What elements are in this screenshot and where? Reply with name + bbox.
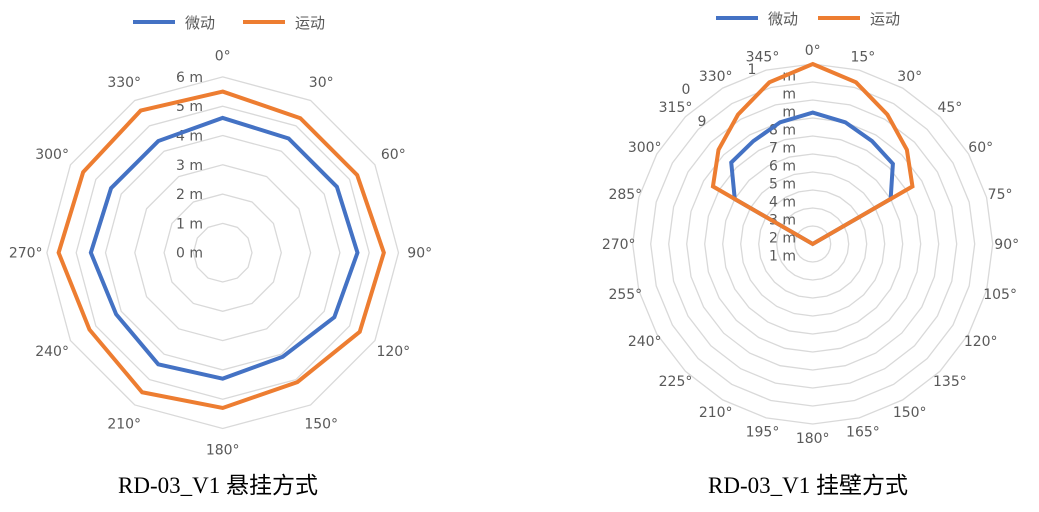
angle-label: 210° [699, 405, 733, 421]
legend-label: 运动 [870, 10, 900, 28]
angle-label: 15° [850, 50, 875, 66]
ring-label: 3 m [176, 158, 203, 174]
ring-label-fragment: 0 [682, 82, 691, 98]
ring-label: 1 m [769, 249, 796, 265]
angle-label: 90° [994, 237, 1019, 253]
legend-label: 运动 [295, 14, 325, 32]
angle-label: 0° [805, 43, 821, 59]
grid-ring [75, 105, 370, 400]
angle-label: 270° [602, 237, 636, 253]
ring-label: 2 m [769, 231, 796, 247]
angle-label: 30° [309, 75, 334, 91]
angle-label: 60° [381, 147, 406, 163]
angle-label: 210° [107, 416, 141, 432]
angle-label: 165° [846, 424, 880, 440]
series-line-motion [56, 89, 386, 411]
ring-label: 4 m [769, 195, 796, 211]
angle-label: 0° [215, 49, 231, 65]
angle-label: 135° [933, 374, 967, 390]
grid-ring [192, 222, 253, 283]
angle-label: 240° [628, 334, 662, 350]
ring-label: 5 m [176, 99, 203, 115]
caption-wall-mount: RD-03_V1 挂壁方式 [708, 473, 908, 498]
angle-label: 150° [304, 416, 338, 432]
ring-label-fragment: 1 [748, 62, 757, 78]
angle-label: 270° [9, 246, 43, 262]
angle-label: 315° [659, 100, 693, 116]
angle-label: 225° [659, 374, 693, 390]
ring-label: 7 m [769, 141, 796, 157]
angle-label: 195° [746, 424, 780, 440]
angle-label: 120° [376, 344, 410, 360]
angle-label: 60° [968, 140, 993, 156]
angle-label: 120° [964, 334, 998, 350]
ring-label: 5 m [769, 177, 796, 193]
grid-ring [686, 117, 940, 371]
grid-ring [163, 193, 282, 312]
ring-label: 2 m [176, 187, 203, 203]
angle-label: 180° [206, 443, 240, 459]
angle-label: 300° [35, 147, 69, 163]
angle-label: 30° [897, 69, 922, 85]
angle-label: 75° [988, 187, 1013, 203]
angle-label: 345° [746, 50, 780, 66]
angle-label: 90° [407, 246, 432, 262]
grid-ring [650, 81, 976, 407]
angle-label: 150° [893, 405, 927, 421]
angle-label: 255° [608, 287, 642, 303]
grid-ring [632, 63, 994, 425]
grid-ring [134, 164, 312, 342]
angle-label: 105° [983, 287, 1017, 303]
legend-label: 微动 [768, 10, 798, 28]
angle-label: 240° [35, 344, 69, 360]
ring-label-fragment: 9 [698, 114, 707, 130]
ring-label: 0 m [176, 246, 203, 262]
angle-label: 330° [699, 69, 733, 85]
angle-label: 45° [937, 100, 962, 116]
angle-label: 300° [628, 140, 662, 156]
grid-ring [668, 99, 958, 389]
legend-label: 微动 [185, 14, 215, 32]
ring-label: 6 m [176, 70, 203, 86]
caption-ceiling-mount: RD-03_V1 悬挂方式 [118, 473, 318, 498]
angle-label: 285° [608, 187, 642, 203]
grid-ring [46, 76, 400, 430]
ring-label: m [782, 87, 796, 103]
angle-label: 330° [107, 75, 141, 91]
ring-label: 1 m [176, 216, 203, 232]
ring-label: 6 m [769, 159, 796, 175]
grid-ring [104, 134, 341, 371]
angle-label: 180° [796, 431, 830, 447]
